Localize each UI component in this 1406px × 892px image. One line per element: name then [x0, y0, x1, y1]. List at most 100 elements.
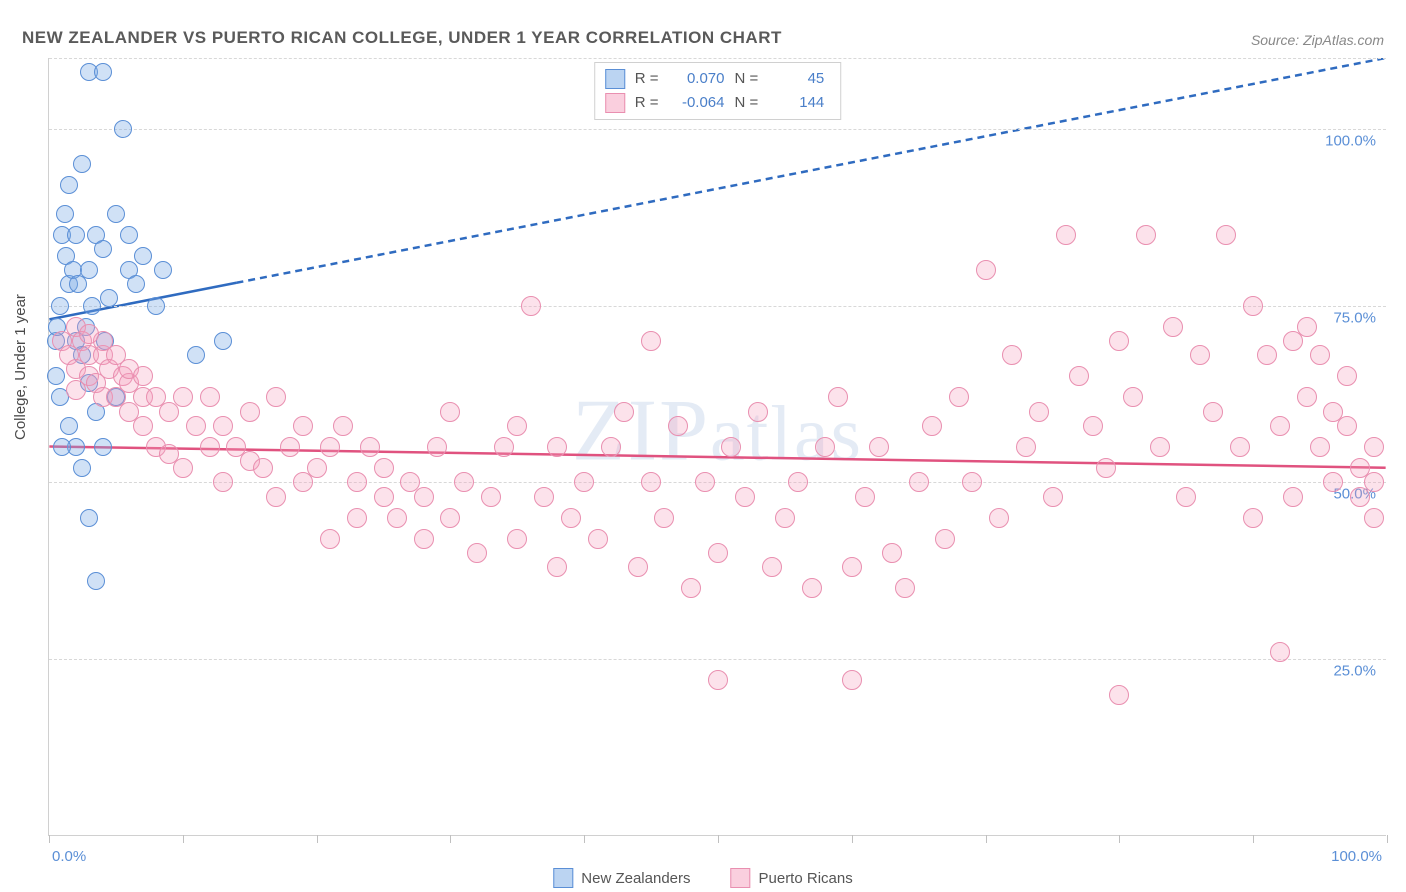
data-point — [1243, 296, 1263, 316]
legend: New Zealanders Puerto Ricans — [553, 868, 852, 888]
data-point — [374, 487, 394, 507]
data-point — [721, 437, 741, 457]
data-point — [1283, 487, 1303, 507]
data-point — [307, 458, 327, 478]
data-point — [240, 402, 260, 422]
data-point — [828, 387, 848, 407]
data-point — [788, 472, 808, 492]
data-point — [1310, 345, 1330, 365]
data-point — [94, 63, 112, 81]
data-point — [949, 387, 969, 407]
data-point — [588, 529, 608, 549]
data-point — [467, 543, 487, 563]
x-tick — [584, 835, 585, 843]
data-point — [1216, 225, 1236, 245]
data-point — [574, 472, 594, 492]
data-point — [73, 155, 91, 173]
x-tick-min: 0.0% — [52, 848, 86, 865]
data-point — [266, 487, 286, 507]
legend-item: New Zealanders — [553, 868, 690, 888]
data-point — [962, 472, 982, 492]
data-point — [200, 387, 220, 407]
data-point — [1029, 402, 1049, 422]
data-point — [1069, 366, 1089, 386]
data-point — [1190, 345, 1210, 365]
data-point — [842, 670, 862, 690]
data-point — [253, 458, 273, 478]
data-point — [114, 120, 132, 138]
data-point — [1310, 437, 1330, 457]
data-point — [87, 572, 105, 590]
data-point — [815, 437, 835, 457]
data-point — [1364, 508, 1384, 528]
data-point — [654, 508, 674, 528]
gridline — [49, 129, 1386, 130]
chart-title: NEW ZEALANDER VS PUERTO RICAN COLLEGE, U… — [22, 28, 782, 48]
data-point — [481, 487, 501, 507]
data-point — [695, 472, 715, 492]
x-tick — [183, 835, 184, 843]
y-axis-label: College, Under 1 year — [12, 294, 29, 440]
data-point — [922, 416, 942, 436]
data-point — [440, 508, 460, 528]
r-value: -0.064 — [669, 91, 725, 115]
data-point — [1163, 317, 1183, 337]
x-tick-max: 100.0% — [1331, 848, 1382, 865]
data-point — [134, 247, 152, 265]
data-point — [80, 509, 98, 527]
data-point — [53, 438, 71, 456]
y-tick-label: 100.0% — [1325, 132, 1376, 149]
data-point — [601, 437, 621, 457]
x-tick — [1119, 835, 1120, 843]
data-point — [1056, 225, 1076, 245]
data-point — [668, 416, 688, 436]
data-point — [561, 508, 581, 528]
data-point — [976, 260, 996, 280]
data-point — [100, 289, 118, 307]
x-tick — [450, 835, 451, 843]
data-point — [507, 416, 527, 436]
data-point — [60, 417, 78, 435]
data-point — [641, 472, 661, 492]
data-point — [708, 543, 728, 563]
data-point — [775, 508, 795, 528]
data-point — [107, 205, 125, 223]
data-point — [521, 296, 541, 316]
gridline — [49, 306, 1386, 307]
x-tick — [986, 835, 987, 843]
swatch-icon — [605, 69, 625, 89]
data-point — [762, 557, 782, 577]
data-point — [494, 437, 514, 457]
y-tick-label: 75.0% — [1333, 309, 1376, 326]
gridline — [49, 659, 1386, 660]
data-point — [440, 402, 460, 422]
n-value: 144 — [768, 91, 824, 115]
data-point — [214, 332, 232, 350]
data-point — [802, 578, 822, 598]
data-point — [280, 437, 300, 457]
data-point — [1150, 437, 1170, 457]
data-point — [614, 402, 634, 422]
data-point — [387, 508, 407, 528]
data-point — [213, 472, 233, 492]
data-point — [735, 487, 755, 507]
data-point — [1043, 487, 1063, 507]
data-point — [83, 297, 101, 315]
data-point — [1002, 345, 1022, 365]
data-point — [186, 416, 206, 436]
data-point — [66, 380, 86, 400]
data-point — [347, 508, 367, 528]
data-point — [1230, 437, 1250, 457]
data-point — [989, 508, 1009, 528]
data-point — [414, 487, 434, 507]
source-label: Source: ZipAtlas.com — [1251, 32, 1384, 48]
data-point — [187, 346, 205, 364]
data-point — [320, 437, 340, 457]
data-point — [1337, 366, 1357, 386]
data-point — [681, 578, 701, 598]
data-point — [1136, 225, 1156, 245]
x-tick — [852, 835, 853, 843]
data-point — [79, 324, 99, 344]
data-point — [1297, 387, 1317, 407]
data-point — [347, 472, 367, 492]
